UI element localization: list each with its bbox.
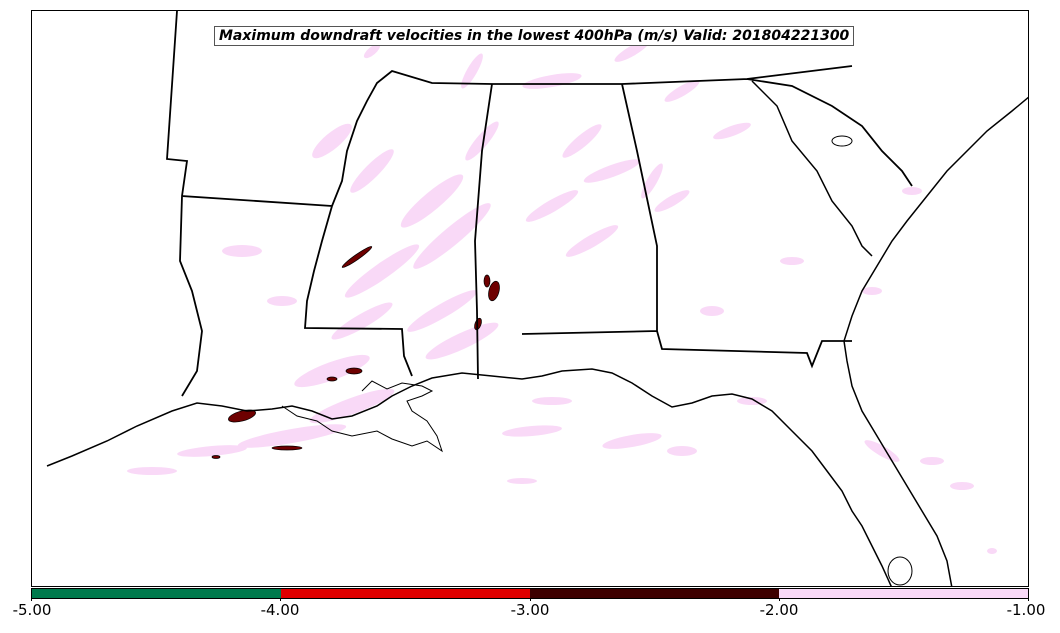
colorbar-tick-label: -4.00 — [260, 601, 300, 619]
colorbar-segment-4 — [779, 589, 1028, 598]
map-title: Maximum downdraft velocities in the lowe… — [214, 26, 855, 46]
coastline — [46, 368, 892, 586]
lake-small — [831, 135, 853, 147]
colorbar-segment-3 — [530, 589, 779, 598]
colorbar-tick-label: -5.00 — [12, 601, 52, 619]
colorbar-tick-label: -2.00 — [759, 601, 799, 619]
colorbar-tick-mark — [280, 598, 281, 601]
colorbar-tick-label: -3.00 — [510, 601, 550, 619]
colorbar-tick-mark — [1028, 598, 1029, 601]
map-canvas — [46, 11, 1028, 586]
delta-coastline — [281, 380, 443, 453]
downdraft-patches-light — [127, 40, 997, 554]
atlantic-coastline — [843, 96, 1028, 586]
colorbar-segment-2 — [281, 589, 530, 598]
colorbar-segment-1 — [32, 589, 281, 598]
downdraft-patches-strong — [211, 246, 500, 459]
map-panel: Maximum downdraft velocities in the lowe… — [31, 10, 1029, 587]
lake-okeechobee — [887, 556, 913, 586]
colorbar-tick-mark — [779, 598, 780, 601]
state-boundaries — [166, 11, 913, 397]
colorbar-tick-mark — [31, 598, 32, 601]
colorbar-tick-mark — [530, 598, 531, 601]
sc-ga-boundary — [751, 80, 873, 257]
colorbar-tick-label: -1.00 — [1006, 601, 1046, 619]
